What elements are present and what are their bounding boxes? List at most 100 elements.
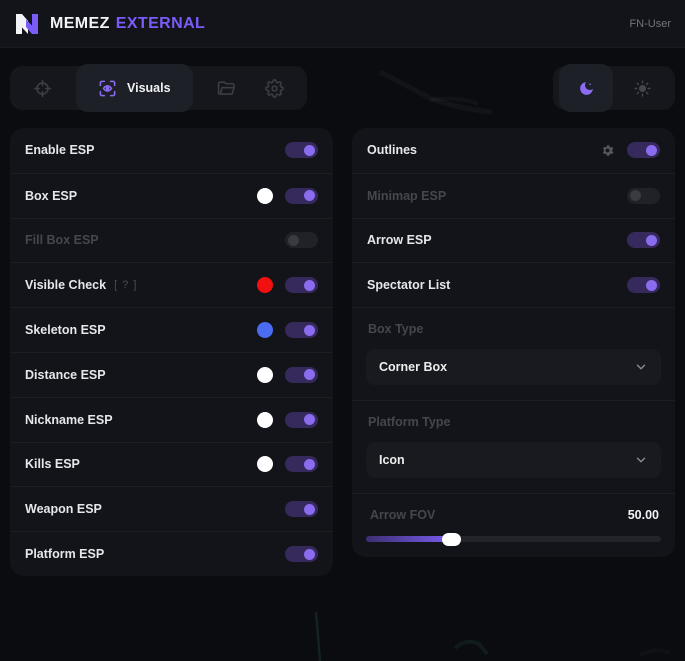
setting-label: Kills ESP [25,457,80,472]
setting-row-spectator-list: Spectator List [352,262,675,307]
setting-row-minimap-esp: Minimap ESP [352,172,675,218]
tab-visuals[interactable]: Visuals [76,64,193,112]
toggle-knob [304,190,315,202]
toggle-weapon-esp[interactable] [285,501,318,518]
user-label: FN-User [629,17,671,30]
toggle-knob [646,279,657,291]
brand-secondary: EXTERNAL [115,14,206,32]
platform-type-select[interactable]: Icon [366,442,661,479]
outlines-settings-button[interactable] [600,143,615,158]
platform-type-section: Platform Type Icon [352,400,675,493]
setting-label: Visible Check [25,278,107,293]
toggle-distance-esp[interactable] [285,366,318,383]
esp-panel-right: Outlines Minimap ESP Arrow ESP [352,128,675,558]
arrow-fov-label: Arrow FOV [370,508,436,523]
brand-title: MEMEZ EXTERNAL [50,15,205,33]
toggle-arrow-esp[interactable] [627,232,660,249]
gear-icon [602,145,614,156]
toggle-knob [304,279,315,291]
setting-label: Enable ESP [25,143,95,158]
setting-label: Distance ESP [25,367,106,382]
setting-label: Arrow ESP [367,233,432,248]
theme-switcher [553,64,675,112]
toggle-knob [646,234,657,246]
setting-row-distance-esp: Distance ESP [10,351,333,397]
toggle-visible-check[interactable] [285,277,318,294]
toggle-nickname-esp[interactable] [285,411,318,428]
settings-panels: Enable ESP Box ESP Fill Box ESP Visible … [0,110,685,576]
brand-primary: MEMEZ [50,14,110,32]
toggle-enable-esp[interactable] [285,142,318,159]
app-header: MEMEZ EXTERNAL FN-User [0,0,685,48]
folder-icon [217,80,235,95]
brand-logo-icon [16,13,38,34]
slider-knob[interactable] [441,532,461,546]
toggle-platform-esp[interactable] [285,546,318,563]
toggle-fill-box-esp[interactable] [285,232,318,249]
box-type-section: Box Type Corner Box [352,307,675,400]
setting-row-skeleton-esp: Skeleton ESP [10,307,333,352]
arrow-fov-value: 50.00 [627,508,659,523]
toggle-knob [630,190,641,202]
toolbar: Visuals [0,48,685,112]
toggle-minimap-esp[interactable] [627,187,660,204]
setting-label: Spectator List [367,278,451,293]
platform-type-label: Platform Type [368,415,451,430]
toggle-knob [288,234,299,246]
toggle-box-esp[interactable] [285,187,318,204]
toggle-kills-esp[interactable] [285,456,318,473]
toggle-knob [304,503,315,515]
color-swatch[interactable] [257,277,273,294]
toggle-knob [304,548,315,560]
setting-row-kills-esp: Kills ESP [10,441,333,487]
chevron-down-icon [636,364,646,370]
moon-icon [579,81,593,95]
setting-label: Skeleton ESP [25,323,106,338]
crosshair-icon [33,79,51,97]
setting-label: Box ESP [25,188,78,203]
toggle-knob [304,414,315,426]
box-type-value: Corner Box [379,360,448,375]
setting-row-platform-esp: Platform ESP [10,531,333,576]
tab-configs[interactable] [205,66,249,110]
help-hint[interactable]: [ ? ] [114,279,138,292]
tab-visuals-label: Visuals [127,81,171,95]
setting-row-nickname-esp: Nickname ESP [10,396,333,442]
arrow-fov-section: Arrow FOV 50.00 [352,493,675,557]
gear-icon [265,78,284,98]
setting-row-fill-box-esp: Fill Box ESP [10,217,333,263]
color-swatch[interactable] [257,456,273,473]
setting-row-outlines: Outlines [352,128,675,173]
box-type-label: Box Type [368,322,424,337]
color-swatch[interactable] [257,366,273,383]
color-swatch[interactable] [257,322,273,339]
setting-label: Outlines [367,143,418,158]
color-swatch[interactable] [257,411,273,428]
setting-label: Minimap ESP [367,188,447,203]
slider-fill [366,532,461,546]
setting-label: Fill Box ESP [25,233,99,248]
setting-row-visible-check: Visible Check [ ? ] [10,262,333,307]
arrow-fov-slider[interactable] [366,532,661,546]
tab-settings[interactable] [253,66,297,110]
setting-row-box-esp: Box ESP [10,172,333,218]
setting-label: Weapon ESP [25,502,102,517]
eye-icon [99,80,116,96]
theme-dark-button[interactable] [559,64,613,112]
toggle-skeleton-esp[interactable] [285,322,318,339]
toggle-knob [304,324,315,336]
setting-label: Nickname ESP [25,412,113,427]
box-type-select[interactable]: Corner Box [366,349,661,386]
setting-row-weapon-esp: Weapon ESP [10,486,333,531]
platform-type-value: Icon [379,453,405,468]
toggle-outlines[interactable] [627,142,660,159]
toggle-knob [304,369,315,381]
tab-group: Visuals [10,64,307,112]
color-swatch[interactable] [257,187,273,204]
toggle-knob [646,144,657,156]
toggle-spectator-list[interactable] [627,277,660,294]
theme-light-button[interactable] [615,66,669,110]
setting-row-arrow-esp: Arrow ESP [352,217,675,263]
chevron-down-icon [636,457,646,463]
tab-aim[interactable] [20,66,64,110]
